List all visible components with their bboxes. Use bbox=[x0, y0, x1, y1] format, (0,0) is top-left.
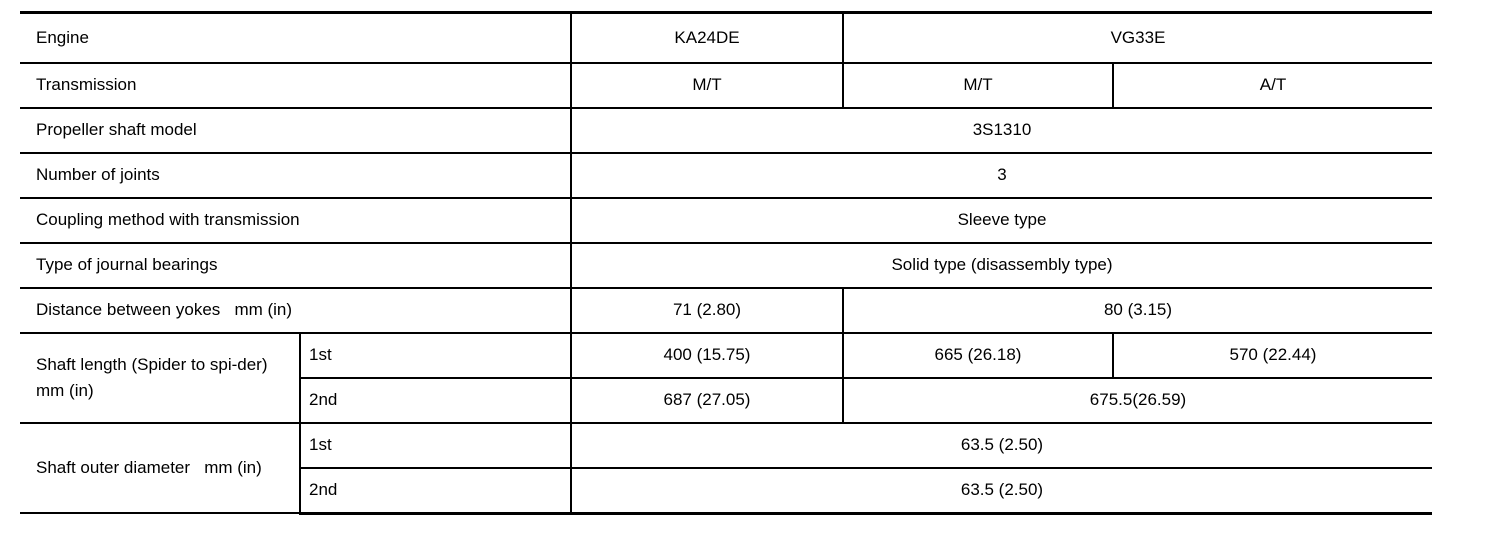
table-row-shaft-length-2nd: 2nd 687 (27.05) 675.5(26.59) bbox=[20, 376, 1432, 424]
table-row-outer-diameter-2nd: 2nd 63.5 (2.50) bbox=[20, 466, 1432, 515]
row-label: Propeller shaft model bbox=[20, 106, 572, 154]
table-row-shaft-model: Propeller shaft model 3S1310 bbox=[20, 106, 1432, 154]
row-label: Number of joints bbox=[20, 151, 572, 199]
cell: 71 (2.80) bbox=[570, 286, 844, 334]
table-row-coupling: Coupling method with transmission Sleeve… bbox=[20, 196, 1432, 244]
row-label: Type of journal bearings bbox=[20, 241, 572, 289]
cell: 63.5 (2.50) bbox=[570, 466, 1432, 515]
cell: 570 (22.44) bbox=[1112, 331, 1432, 379]
row-label: Shaft outer diameter mm (in) bbox=[20, 421, 301, 514]
cell: 687 (27.05) bbox=[570, 376, 844, 424]
table-row-transmission: Transmission M/T M/T A/T bbox=[20, 61, 1432, 109]
cell: 665 (26.18) bbox=[842, 331, 1114, 379]
cell: M/T bbox=[842, 61, 1114, 109]
cell: A/T bbox=[1112, 61, 1432, 109]
cell: 675.5(26.59) bbox=[842, 376, 1432, 424]
row-label: Coupling method with transmission bbox=[20, 196, 572, 244]
sub-label: 2nd bbox=[300, 376, 572, 424]
cell: 80 (3.15) bbox=[842, 286, 1432, 334]
cell: Sleeve type bbox=[570, 196, 1432, 244]
sub-label: 2nd bbox=[300, 466, 572, 515]
table-row-shaft-length-1st: Shaft length (Spider to spi-der) mm (in)… bbox=[20, 331, 1432, 424]
cell: 3 bbox=[570, 151, 1432, 199]
cell: Solid type (disassembly type) bbox=[570, 241, 1432, 289]
sub-label: 1st bbox=[299, 331, 572, 379]
table-row-yokes: Distance between yokes mm (in) 71 (2.80)… bbox=[20, 286, 1432, 334]
cell: M/T bbox=[570, 61, 844, 109]
cell-vg33e: VG33E bbox=[842, 11, 1432, 64]
row-label: Engine bbox=[20, 11, 572, 64]
table-row-outer-diameter-1st: Shaft outer diameter mm (in) 1st 63.5 (2… bbox=[20, 421, 1432, 514]
table-row-bearings: Type of journal bearings Solid type (dis… bbox=[20, 241, 1432, 289]
table-row-engine: Engine KA24DE VG33E bbox=[20, 11, 1432, 64]
cell: 63.5 (2.50) bbox=[570, 421, 1432, 469]
sub-label: 1st bbox=[299, 421, 572, 469]
row-label: Distance between yokes mm (in) bbox=[20, 286, 572, 334]
row-label: Shaft length (Spider to spi-der) mm (in) bbox=[20, 331, 301, 424]
cell: 400 (15.75) bbox=[570, 331, 844, 379]
row-label: Transmission bbox=[20, 61, 572, 109]
table-row-joints: Number of joints 3 bbox=[20, 151, 1432, 199]
cell: 3S1310 bbox=[570, 106, 1432, 154]
propeller-shaft-spec-table: Engine KA24DE VG33E Transmission M/T M/T… bbox=[20, 11, 1432, 515]
cell-ka24de: KA24DE bbox=[570, 11, 844, 64]
